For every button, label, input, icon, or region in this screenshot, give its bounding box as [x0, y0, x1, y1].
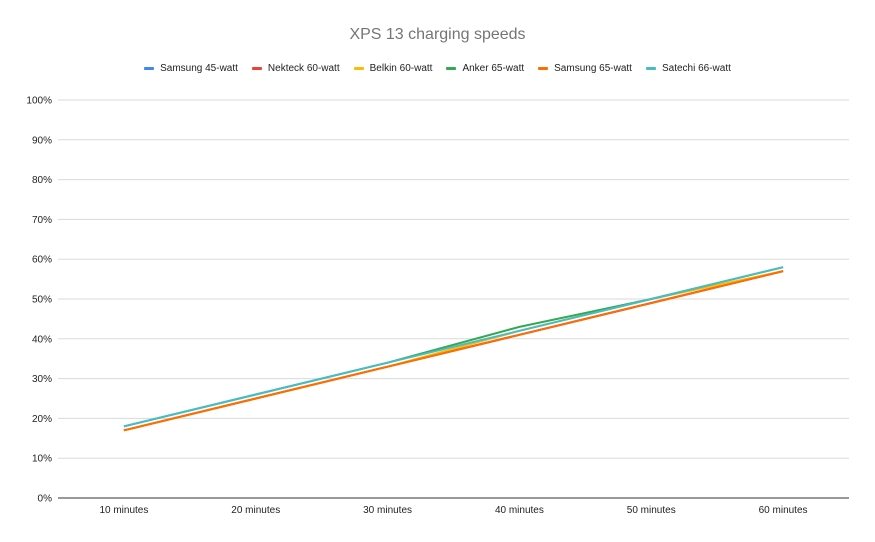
y-tick-label: 10% — [32, 454, 52, 465]
legend-item[interactable]: Satechi 66-watt — [645, 63, 731, 74]
x-tick-label: 60 minutes — [759, 505, 808, 516]
legend-item[interactable]: Nekteck 60-watt — [251, 63, 340, 74]
x-tick-label: 40 minutes — [495, 505, 544, 516]
legend-label: Samsung 45-watt — [160, 63, 238, 74]
y-tick-label: 100% — [26, 96, 52, 107]
legend-label: Belkin 60-watt — [369, 63, 433, 74]
y-tick-label: 60% — [32, 255, 52, 266]
y-tick-label: 90% — [32, 135, 52, 146]
legend-item[interactable]: Samsung 45-watt — [144, 63, 238, 74]
legend-label: Samsung 65-watt — [554, 63, 632, 74]
series-line-samsung-65-watt[interactable] — [123, 270, 784, 432]
x-tick-label: 50 minutes — [627, 505, 676, 516]
legend-item[interactable]: Samsung 65-watt — [538, 63, 632, 74]
y-tick-label: 0% — [38, 494, 53, 505]
legend-swatch — [645, 67, 656, 70]
y-tick-label: 70% — [32, 215, 52, 226]
y-tick-label: 50% — [32, 295, 52, 306]
y-tick-label: 20% — [32, 414, 52, 425]
y-tick-label: 30% — [32, 374, 52, 385]
legend-swatch — [538, 67, 549, 70]
legend-item[interactable]: Belkin 60-watt — [353, 63, 433, 74]
x-tick-label: 10 minutes — [99, 505, 148, 516]
legend-label: Nekteck 60-watt — [267, 63, 340, 74]
y-tick-label: 40% — [32, 334, 52, 345]
legend-swatch — [353, 67, 364, 70]
chart-legend: Samsung 45-watt Nekteck 60-watt Belkin 60-… — [0, 63, 875, 74]
legend-swatch — [446, 67, 457, 70]
legend-label: Satechi 66-watt — [661, 63, 731, 74]
legend-item[interactable]: Anker 65-watt — [446, 63, 524, 74]
x-tick-label: 20 minutes — [231, 505, 280, 516]
legend-swatch — [251, 67, 262, 70]
series-line-satechi-66-watt[interactable] — [123, 266, 784, 428]
x-tick-label: 30 minutes — [363, 505, 412, 516]
y-tick-label: 80% — [32, 175, 52, 186]
chart-title: XPS 13 charging speeds — [349, 26, 526, 43]
legend-label: Anker 65-watt — [462, 63, 525, 74]
legend-swatch — [144, 67, 155, 70]
